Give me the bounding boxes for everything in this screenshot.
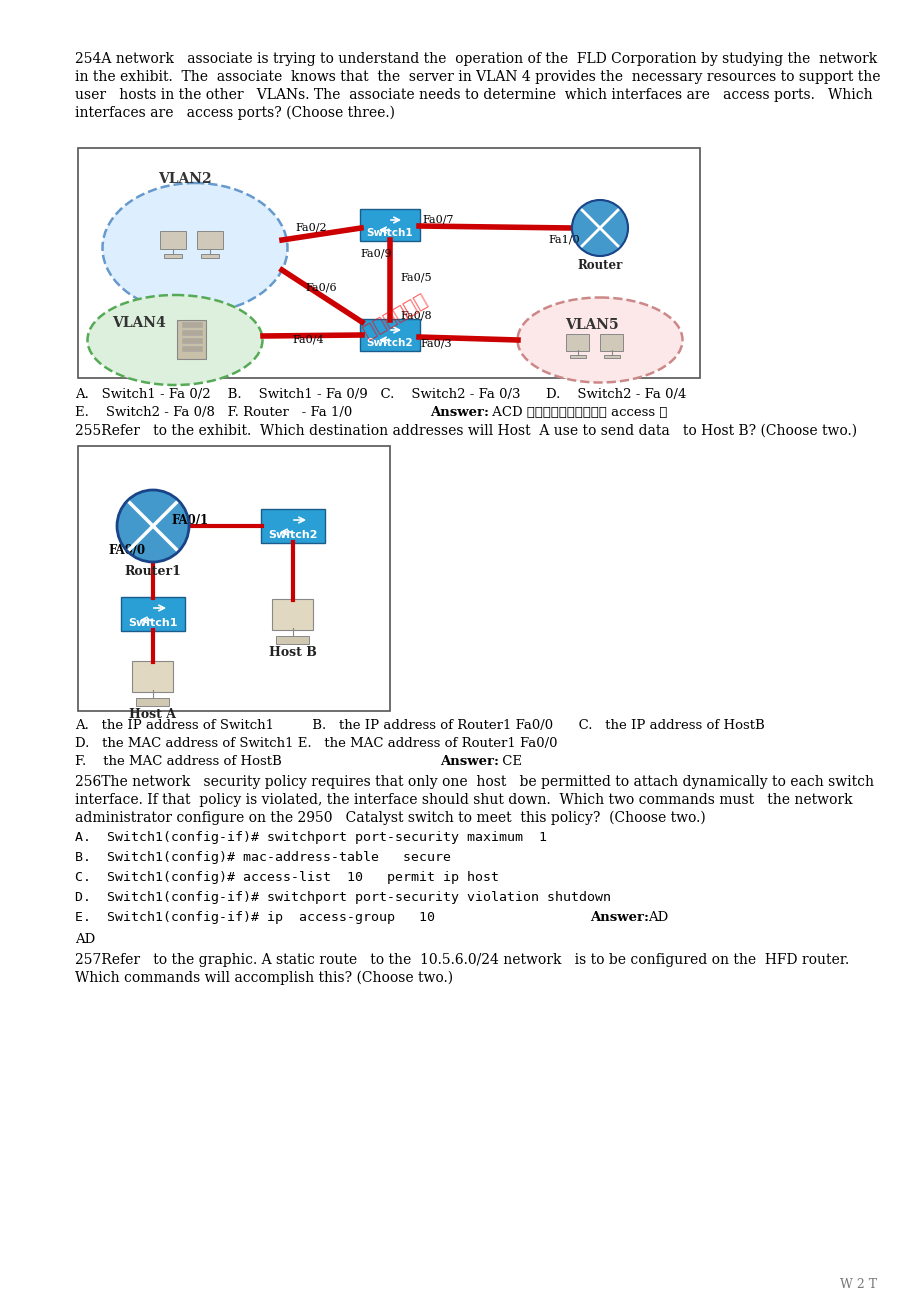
Ellipse shape (102, 183, 287, 313)
Ellipse shape (87, 295, 262, 385)
Text: Switch2: Switch2 (367, 338, 413, 348)
FancyBboxPatch shape (182, 330, 202, 335)
Text: Switch2: Switch2 (268, 530, 317, 540)
Text: ACD 接主机的都需要设置为 access 口: ACD 接主机的都需要设置为 access 口 (487, 406, 666, 419)
FancyBboxPatch shape (78, 446, 390, 711)
FancyBboxPatch shape (198, 230, 222, 250)
Text: Fa0/9: Fa0/9 (359, 248, 391, 257)
Text: E.  Switch1(config-if)# ip  access-group   10: E. Switch1(config-if)# ip access-group 1… (75, 911, 435, 924)
Text: Router1: Router1 (124, 566, 181, 578)
Text: Host A: Host A (130, 708, 176, 722)
Text: F.    the MAC address of HostB: F. the MAC address of HostB (75, 755, 281, 768)
FancyBboxPatch shape (164, 255, 182, 257)
Text: Fa0/2: Fa0/2 (295, 222, 326, 231)
Text: Fa1/0: Fa1/0 (548, 235, 579, 244)
Text: in the exhibit.  The  associate  knows that  the  server in VLAN 4 provides the : in the exhibit. The associate knows that… (75, 70, 879, 84)
Text: interfaces are   access ports? (Choose three.): interfaces are access ports? (Choose thr… (75, 107, 394, 121)
Circle shape (117, 490, 188, 562)
Text: CE: CE (497, 755, 521, 768)
FancyBboxPatch shape (182, 346, 202, 351)
FancyBboxPatch shape (272, 598, 313, 629)
FancyBboxPatch shape (600, 334, 623, 351)
Text: AD: AD (647, 911, 667, 924)
Text: 254A network   associate is trying to understand the  operation of the  FLD Corp: 254A network associate is trying to unde… (75, 52, 877, 66)
FancyBboxPatch shape (359, 209, 420, 240)
Text: 257Refer   to the graphic. A static route   to the  10.5.6.0/24 network   is to : 257Refer to the graphic. A static route … (75, 953, 848, 967)
FancyBboxPatch shape (160, 230, 186, 250)
Text: FA0/0: FA0/0 (108, 543, 145, 556)
Text: Router: Router (577, 259, 622, 272)
Text: user   hosts in the other   VLANs. The  associate needs to determine  which inte: user hosts in the other VLANs. The assoc… (75, 88, 872, 101)
Text: Switch1: Switch1 (128, 618, 177, 628)
FancyBboxPatch shape (201, 255, 219, 257)
Text: Host B: Host B (268, 646, 316, 659)
FancyBboxPatch shape (121, 597, 185, 630)
Text: W 2 T: W 2 T (839, 1278, 876, 1291)
Text: B.  Switch1(config)# mac-address-table   secure: B. Switch1(config)# mac-address-table se… (75, 852, 450, 864)
Text: Switch1: Switch1 (367, 227, 413, 238)
Text: VLAN4: VLAN4 (112, 316, 165, 330)
Text: Which commands will accomplish this? (Choose two.): Which commands will accomplish this? (Ch… (75, 971, 453, 985)
Text: AD: AD (75, 933, 96, 946)
Text: A.  Switch1(config-if)# switchport port-security maximum  1: A. Switch1(config-if)# switchport port-s… (75, 831, 547, 844)
FancyBboxPatch shape (177, 320, 206, 359)
Ellipse shape (516, 298, 682, 382)
Circle shape (572, 200, 628, 256)
FancyBboxPatch shape (359, 318, 420, 351)
FancyBboxPatch shape (277, 636, 309, 643)
Text: FA0/1: FA0/1 (171, 514, 208, 526)
FancyBboxPatch shape (136, 698, 169, 706)
Text: VLAN5: VLAN5 (564, 318, 618, 332)
Text: D.   the MAC address of Switch1 E.   the MAC address of Router1 Fa0/0: D. the MAC address of Switch1 E. the MAC… (75, 737, 557, 750)
FancyBboxPatch shape (182, 338, 202, 343)
Text: VLAN2: VLAN2 (158, 172, 211, 186)
FancyBboxPatch shape (566, 334, 589, 351)
Text: C.  Switch1(config)# access-list  10   permit ip host: C. Switch1(config)# access-list 10 permi… (75, 871, 498, 884)
FancyBboxPatch shape (604, 355, 619, 358)
FancyBboxPatch shape (182, 322, 202, 328)
Text: Fa0/5: Fa0/5 (400, 272, 431, 282)
Text: Fa0/7: Fa0/7 (422, 214, 453, 225)
Text: Fa0/4: Fa0/4 (291, 335, 323, 345)
Text: Fa0/6: Fa0/6 (305, 283, 336, 292)
Text: D.  Switch1(config-if)# switchport port-security violation shutdown: D. Switch1(config-if)# switchport port-s… (75, 891, 610, 904)
Text: administrator configure on the 2950   Catalyst switch to meet  this policy?  (Ch: administrator configure on the 2950 Cata… (75, 811, 705, 826)
FancyBboxPatch shape (261, 510, 324, 543)
Text: Fa0/8: Fa0/8 (400, 309, 431, 320)
FancyBboxPatch shape (570, 355, 585, 358)
Text: E.    Switch2 - Fa 0/8   F. Router   - Fa 1/0: E. Switch2 - Fa 0/8 F. Router - Fa 1/0 (75, 406, 352, 419)
Text: Answer:: Answer: (439, 755, 498, 768)
Text: Answer:: Answer: (429, 406, 489, 419)
Text: 官方正版题库: 官方正版题库 (359, 290, 430, 342)
Text: Fa0/3: Fa0/3 (420, 338, 451, 348)
Text: A.   the IP address of Switch1         B.   the IP address of Router1 Fa0/0     : A. the IP address of Switch1 B. the IP a… (75, 719, 764, 732)
Text: 255Refer   to the exhibit.  Which destination addresses will Host  A use to send: 255Refer to the exhibit. Which destinati… (75, 424, 857, 438)
Text: 256The network   security policy requires that only one  host   be permitted to : 256The network security policy requires … (75, 775, 873, 789)
FancyBboxPatch shape (78, 148, 699, 378)
Text: A.   Switch1 - Fa 0/2    B.    Switch1 - Fa 0/9   C.    Switch2 - Fa 0/3      D.: A. Switch1 - Fa 0/2 B. Switch1 - Fa 0/9 … (75, 387, 686, 400)
Text: interface. If that  policy is violated, the interface should shut down.  Which t: interface. If that policy is violated, t… (75, 793, 852, 807)
Text: Answer:: Answer: (589, 911, 648, 924)
FancyBboxPatch shape (132, 660, 174, 692)
